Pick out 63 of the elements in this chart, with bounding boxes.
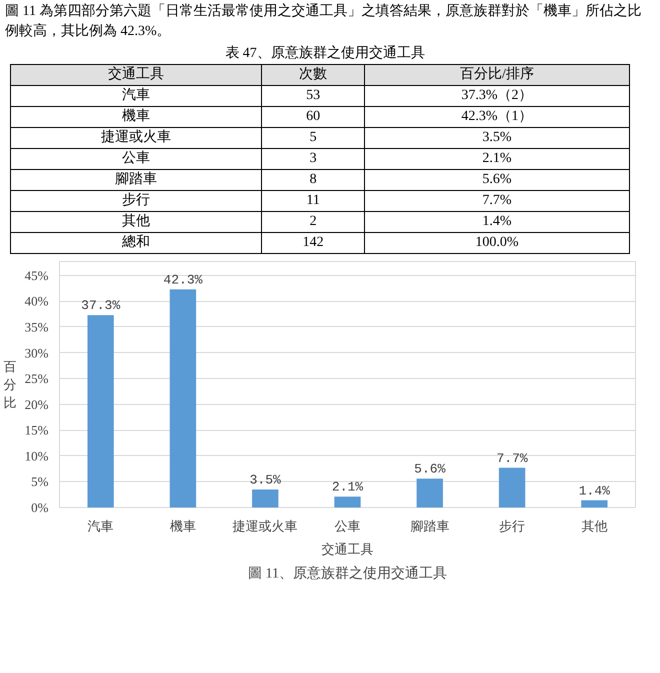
bar	[87, 315, 114, 508]
text: 汽車	[10, 86, 262, 106]
x-axis-title: 交通工具	[322, 542, 374, 556]
text: 腳踏車	[10, 170, 262, 190]
text: 交通工具	[10, 64, 262, 86]
y-tick-label: 30%	[24, 345, 49, 360]
y-tick-label: 5%	[31, 474, 49, 490]
data-label: 7.7%	[496, 450, 528, 466]
text: 2	[262, 212, 364, 232]
text: 60	[262, 106, 364, 128]
y-tick-label: 15%	[24, 422, 49, 438]
text: 5	[262, 128, 364, 148]
y-tick-label: 25%	[24, 371, 49, 386]
caption: 圖 11 為第四部分第六題「日常生活最常使用之交通工具」之填答結果，原意族群對於「機車」所佔之比例較高，其比例為 42.3%。	[5, 2, 642, 41]
bar	[581, 500, 608, 508]
text: 11	[262, 190, 364, 212]
data-label: 2.1%	[332, 480, 364, 495]
y-tick-label: 10%	[24, 448, 49, 464]
x-tick-label: 汽車	[88, 518, 114, 534]
data-label: 37.3%	[81, 298, 120, 314]
data-label: 1.4%	[578, 483, 610, 498]
x-tick-label: 機車	[170, 518, 196, 534]
text: 100.0%	[364, 232, 630, 254]
bar	[170, 289, 196, 508]
data-label: 5.6%	[414, 462, 446, 477]
bar	[252, 489, 278, 508]
x-tick-label: 公車	[334, 518, 360, 534]
text: 142	[262, 232, 364, 254]
bar	[498, 468, 526, 508]
x-tick-label: 捷運或火車	[232, 518, 298, 534]
text: 3	[262, 148, 364, 170]
x-tick-label: 腳踏車	[410, 518, 450, 534]
text: 次數	[262, 64, 364, 86]
text: 表 47、原意族群之使用交通工具	[224, 44, 426, 63]
text: 42.3%（1）	[364, 106, 630, 128]
text: 8	[262, 170, 364, 190]
y-tick-label: 45%	[24, 268, 49, 283]
y-tick-label: 35%	[24, 319, 49, 334]
y-tick-label: 40%	[24, 294, 49, 309]
y-tick-label: 0%	[31, 500, 49, 515]
x-tick-label: 步行	[499, 518, 526, 534]
text: 2.1%	[364, 148, 630, 170]
data-label: 3.5%	[250, 472, 282, 488]
text: 3.5%	[364, 128, 630, 148]
text: 機車	[10, 106, 262, 128]
text: 總和	[10, 232, 262, 254]
data-label: 42.3%	[163, 272, 203, 288]
bar	[334, 496, 361, 508]
text: 37.3%（2）	[364, 86, 630, 106]
text: 百分比/排序	[364, 64, 630, 86]
bar	[416, 478, 443, 508]
y-axis-title: 百分比	[4, 359, 17, 410]
text: 7.7%	[364, 190, 630, 212]
text: 其他	[10, 212, 262, 232]
text: 5.6%	[364, 170, 630, 190]
text: 捷運或火車	[10, 128, 262, 148]
text: 圖 11、原意族群之使用交通工具	[248, 566, 447, 582]
y-tick-label: 20%	[24, 396, 49, 412]
text: 公車	[10, 148, 262, 170]
text: 1.4%	[364, 212, 630, 232]
text: 步行	[10, 190, 262, 212]
x-tick-label: 其他	[581, 518, 608, 534]
text: 53	[262, 86, 364, 106]
